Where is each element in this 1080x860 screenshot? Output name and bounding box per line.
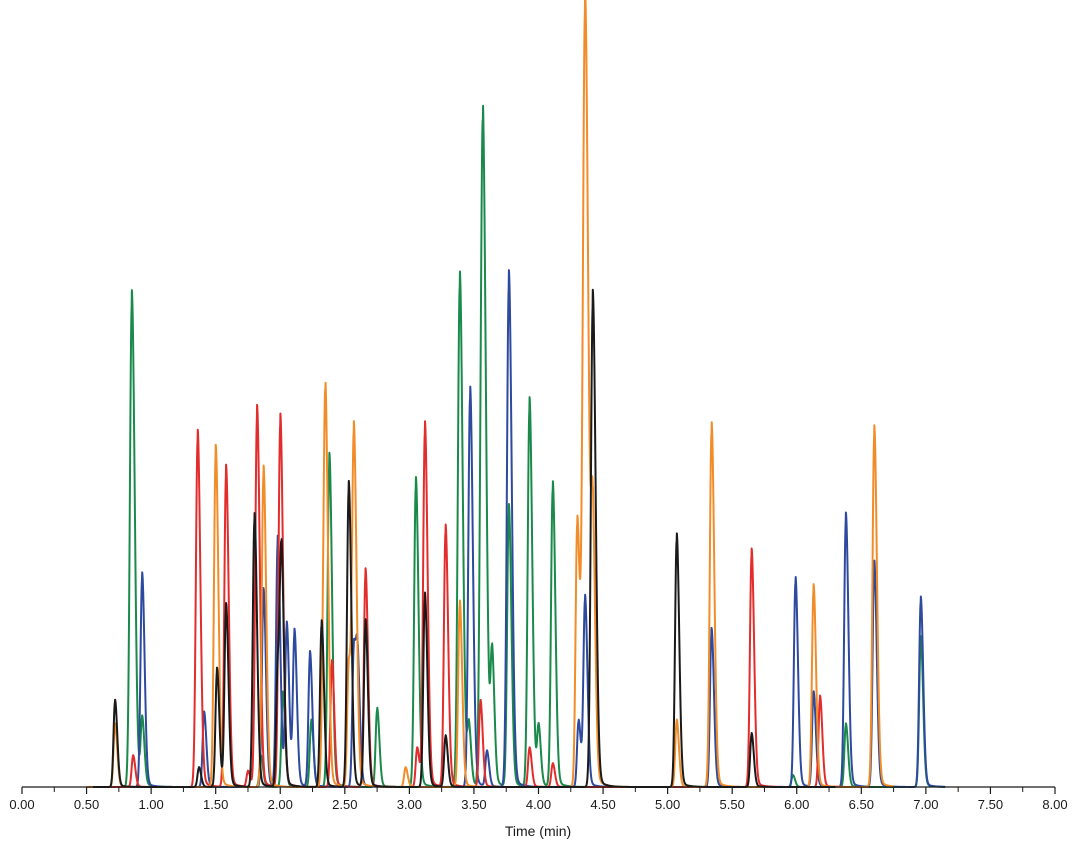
x-tick-label: 1.50	[203, 797, 228, 812]
x-tick-label: 4.00	[526, 797, 551, 812]
x-tick-label: 3.00	[397, 797, 422, 812]
x-tick-label: 4.50	[590, 797, 615, 812]
x-tick-label: 0.00	[9, 797, 34, 812]
x-tick-label: 6.50	[849, 797, 874, 812]
x-tick-label: 7.00	[913, 797, 938, 812]
x-tick-label: 5.00	[655, 797, 680, 812]
x-tick-label: 7.50	[978, 797, 1003, 812]
x-axis-title: Time (min)	[505, 823, 571, 839]
x-tick-label: 8.00	[1042, 797, 1067, 812]
x-tick-label: 1.00	[138, 797, 163, 812]
x-tick-label: 0.50	[74, 797, 99, 812]
x-tick-label: 5.50	[720, 797, 745, 812]
x-tick-label: 2.50	[332, 797, 357, 812]
x-tick-label: 3.50	[461, 797, 486, 812]
x-tick-label: 6.00	[784, 797, 809, 812]
series-traces	[85, 0, 947, 788]
x-tick-label: 2.00	[268, 797, 293, 812]
x-axis-ticks: 0.00 0.50 1.00 1.50 2.00 2.50 3.00 3.50 4.00 4.50…	[9, 787, 1068, 812]
